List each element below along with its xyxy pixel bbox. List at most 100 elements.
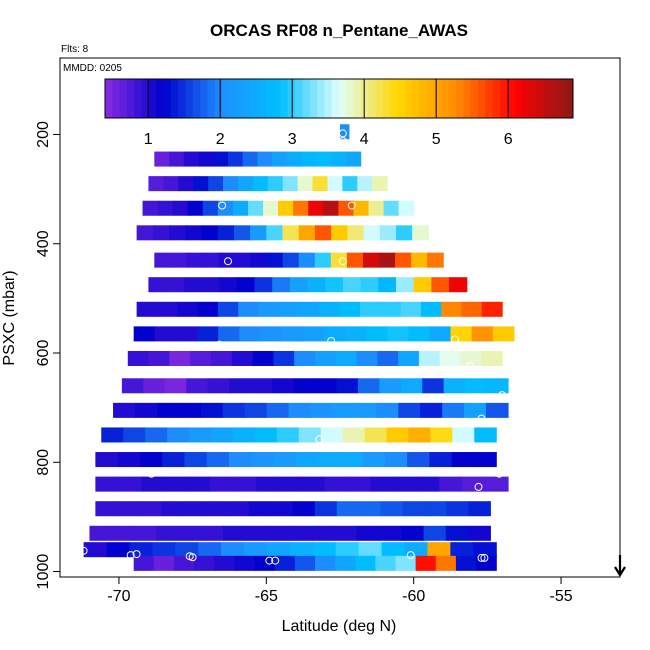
heatmap-cell bbox=[439, 350, 462, 366]
colorbar-cell bbox=[514, 79, 523, 118]
sample-point bbox=[218, 201, 227, 210]
heatmap-cell bbox=[172, 200, 189, 216]
colorbar-cell bbox=[112, 79, 121, 118]
heatmap-cell bbox=[368, 200, 385, 216]
x-tick-label: -65 bbox=[255, 588, 278, 605]
sample-points bbox=[79, 129, 507, 565]
heatmap-cell bbox=[175, 326, 198, 342]
colorbar-cells bbox=[105, 79, 574, 118]
colorbar-cell bbox=[485, 79, 494, 118]
heatmap-cell bbox=[293, 200, 309, 216]
heatmap-cell bbox=[366, 326, 388, 342]
heatmap-cell bbox=[393, 476, 417, 492]
heatmap-cell bbox=[197, 326, 219, 342]
heatmap-cell bbox=[217, 200, 234, 216]
heatmap-cell bbox=[404, 542, 429, 558]
heatmap-cell bbox=[184, 452, 208, 468]
colorbar-cell bbox=[236, 79, 245, 118]
heatmap-cell bbox=[316, 151, 332, 167]
y-tick-label: 600 bbox=[35, 340, 52, 367]
colorbar-border bbox=[104, 78, 574, 119]
heatmap-cell bbox=[360, 277, 379, 293]
colorbar-cell bbox=[105, 79, 113, 118]
heatmap-cell bbox=[145, 427, 168, 443]
heatmap-cell bbox=[263, 200, 279, 216]
heatmap-cell bbox=[148, 350, 170, 366]
heatmap-bands bbox=[83, 124, 515, 571]
heatmap-cell bbox=[310, 402, 334, 418]
heatmap-cell bbox=[198, 151, 214, 167]
heatmap-cell bbox=[142, 200, 159, 216]
colorbar-cell bbox=[412, 79, 420, 118]
colorbar-cell bbox=[448, 79, 457, 118]
heatmap-cell bbox=[183, 277, 203, 293]
chart-title: ORCAS RF08 n_Pentane_AWAS bbox=[210, 21, 468, 40]
heatmap-cell bbox=[136, 301, 158, 317]
heatmap-cell bbox=[127, 350, 150, 366]
heatmap-cell bbox=[298, 427, 322, 443]
colorbar-cell bbox=[317, 79, 325, 118]
heatmap-cell bbox=[427, 542, 451, 558]
heatmap-cell bbox=[481, 301, 503, 317]
heatmap-cell bbox=[281, 326, 304, 342]
plot-frame bbox=[59, 57, 621, 578]
heatmap-cell bbox=[242, 151, 259, 167]
colorbar-cell bbox=[295, 79, 303, 118]
heatmap-cell bbox=[170, 252, 188, 268]
heatmap-cell bbox=[154, 252, 171, 268]
heatmap-cell bbox=[471, 326, 494, 342]
heatmap-cell bbox=[445, 525, 469, 541]
heatmap-cell bbox=[464, 402, 487, 418]
heatmap-cell bbox=[289, 525, 313, 541]
heatmap-cell bbox=[473, 452, 497, 468]
colorbar-cell bbox=[141, 79, 150, 118]
heatmap-cell bbox=[238, 301, 260, 317]
sample-point bbox=[338, 129, 347, 138]
heatmap-cell bbox=[298, 225, 316, 241]
heatmap-cell bbox=[301, 151, 318, 167]
heatmap-cell bbox=[189, 427, 212, 443]
heatmap-cell bbox=[161, 501, 184, 517]
heatmap-cell bbox=[134, 402, 158, 418]
heatmap-cell bbox=[327, 176, 343, 192]
heatmap-cell bbox=[117, 501, 140, 517]
heatmap-cell bbox=[486, 378, 509, 394]
heatmap-cell bbox=[386, 427, 410, 443]
sample-point bbox=[474, 482, 483, 491]
colorbar-cell bbox=[339, 79, 347, 118]
heatmap-cell bbox=[318, 452, 341, 468]
heatmap-cell bbox=[364, 427, 388, 443]
heatmap-cell bbox=[95, 452, 119, 468]
heatmap-cell bbox=[378, 252, 396, 268]
colorbar-cell bbox=[441, 79, 450, 118]
heatmap-cell bbox=[449, 277, 468, 293]
heatmap-cell bbox=[236, 277, 256, 293]
heatmap-cell bbox=[169, 225, 186, 241]
heatmap-cell bbox=[450, 542, 474, 558]
colorbar-cell bbox=[309, 79, 318, 118]
heatmap-cell bbox=[342, 277, 362, 293]
heatmap-cell bbox=[169, 350, 191, 366]
colorbar-cell bbox=[390, 79, 398, 118]
heatmap-cell bbox=[468, 501, 491, 517]
colorbar-cell bbox=[463, 79, 472, 118]
heatmap-cell bbox=[205, 501, 228, 517]
heatmap-cell bbox=[339, 301, 361, 317]
heatmap-cell bbox=[273, 350, 295, 366]
heatmap-cell bbox=[398, 200, 415, 216]
heatmap-cell bbox=[314, 225, 332, 241]
heatmap-cell bbox=[376, 402, 399, 418]
heatmap-cell bbox=[178, 176, 194, 192]
heatmap-cell bbox=[439, 476, 463, 492]
heatmap-cell bbox=[435, 555, 457, 571]
heatmap-cell bbox=[134, 525, 157, 541]
heatmap-cell bbox=[295, 452, 319, 468]
heatmap-cell bbox=[148, 176, 164, 192]
heatmap-cell bbox=[289, 542, 314, 558]
heatmap-cell bbox=[355, 555, 376, 571]
heatmap-cell bbox=[402, 501, 426, 517]
heatmap-cell bbox=[455, 555, 477, 571]
colorbar-cell bbox=[426, 79, 435, 118]
sample-point bbox=[215, 340, 224, 349]
